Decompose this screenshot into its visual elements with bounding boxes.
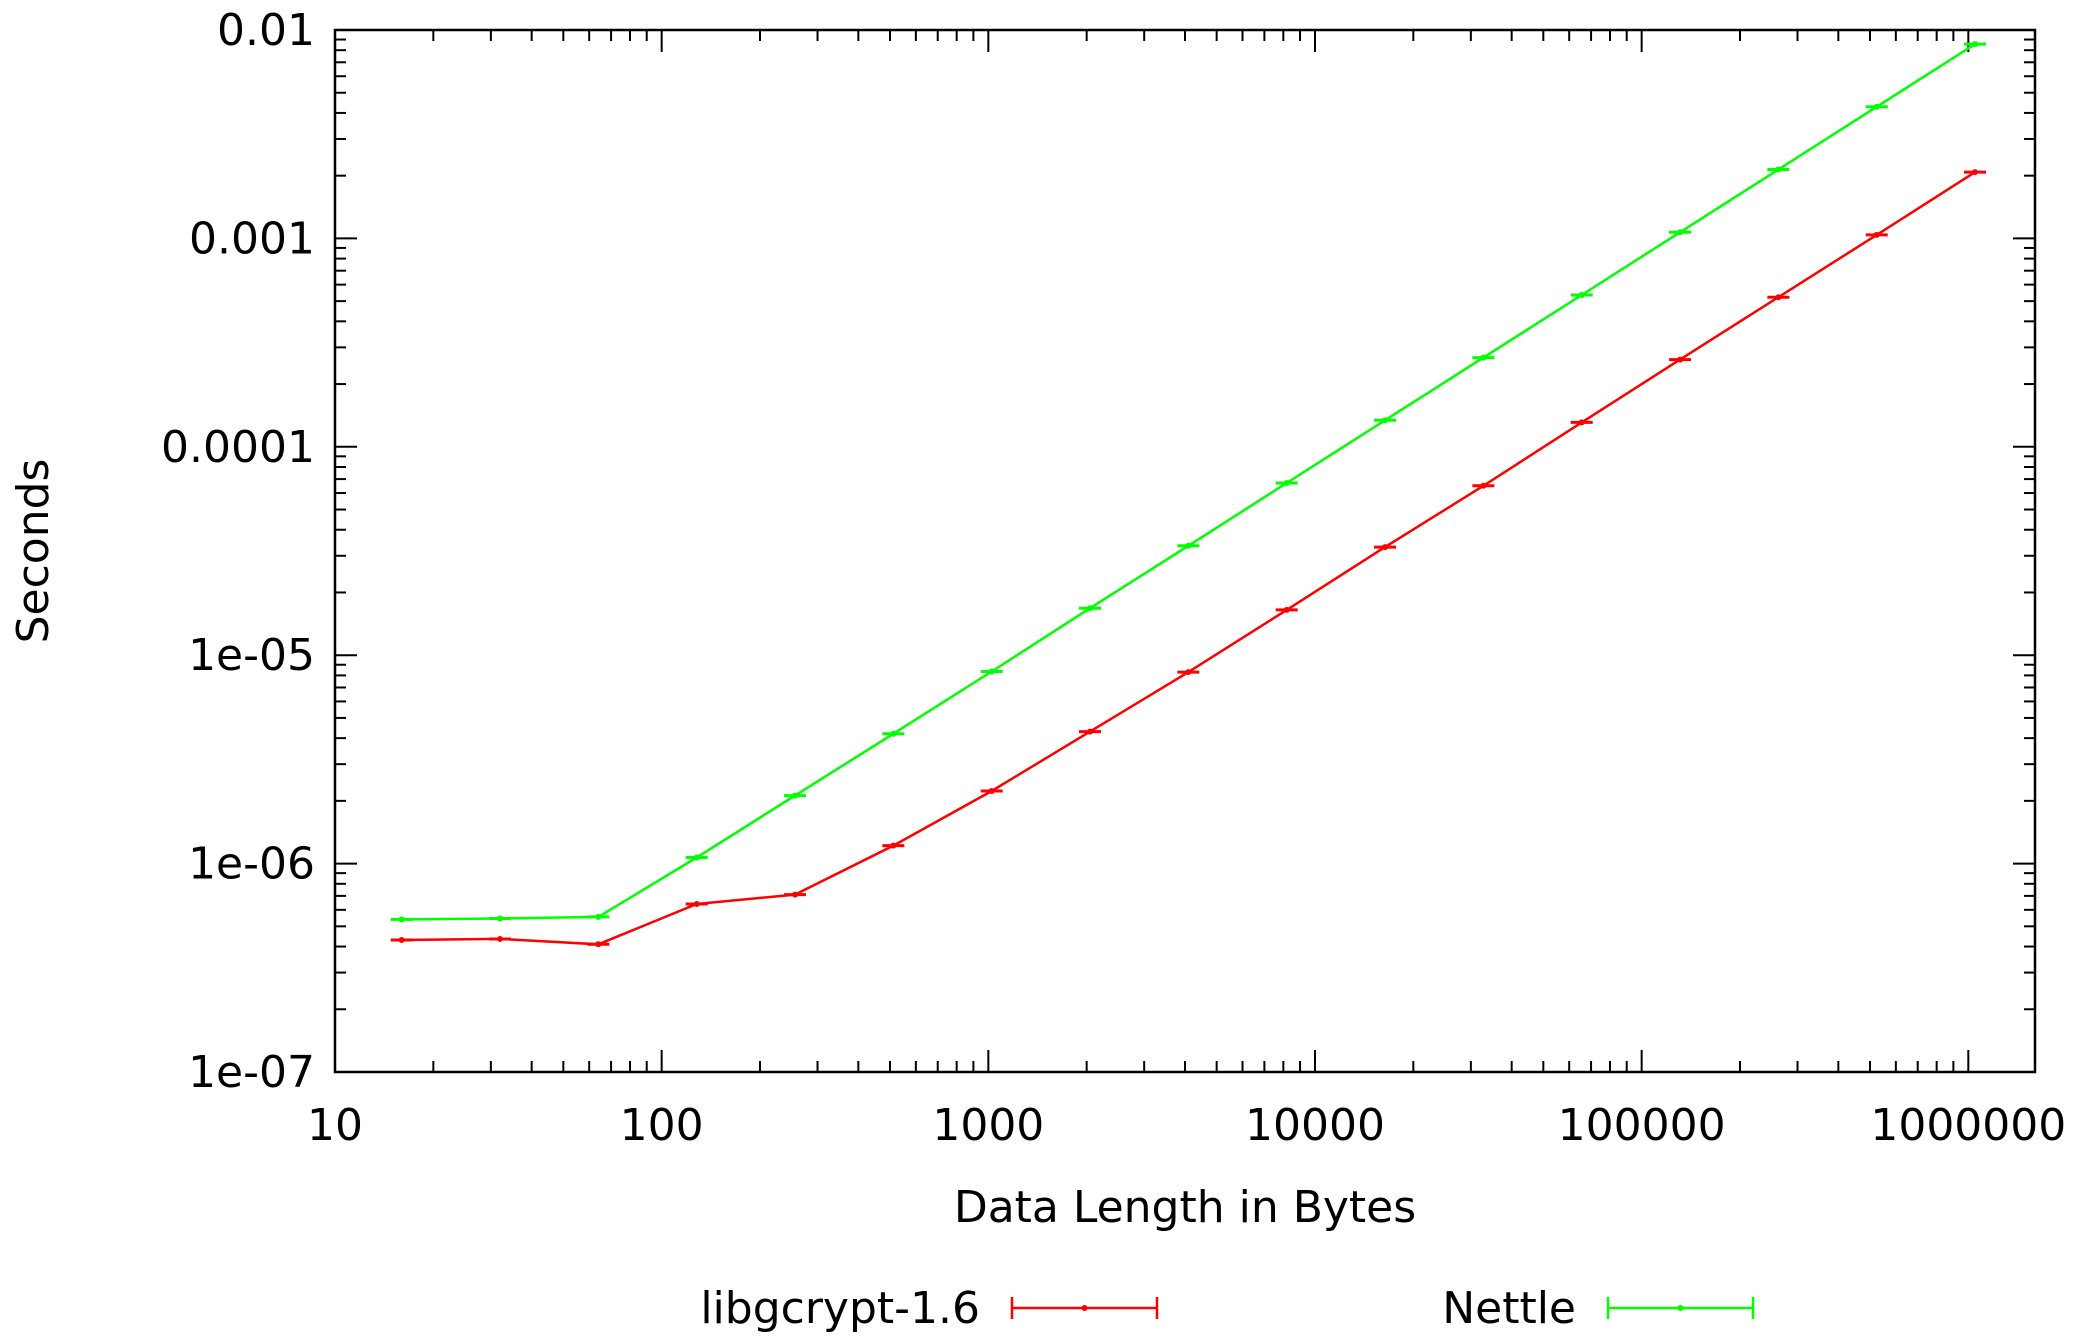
y-tick-label: 1e-05 bbox=[188, 630, 315, 681]
data-point-libgcrypt-1-6 bbox=[693, 900, 700, 907]
legend-label-libgcrypt-1-6: libgcrypt-1.6 bbox=[700, 1283, 980, 1334]
legend-point-nettle bbox=[1677, 1305, 1684, 1311]
data-point-libgcrypt-1-6 bbox=[1283, 606, 1290, 613]
data-point-nettle bbox=[693, 854, 700, 861]
data-point-nettle bbox=[1087, 605, 1094, 612]
data-point-nettle bbox=[1283, 480, 1290, 487]
y-tick-label: 0.001 bbox=[189, 213, 315, 264]
x-tick-label: 1000 bbox=[932, 1100, 1044, 1151]
x-tick-label: 10000 bbox=[1245, 1100, 1385, 1151]
data-point-libgcrypt-1-6 bbox=[1578, 419, 1585, 426]
data-point-nettle bbox=[1480, 354, 1487, 361]
data-point-libgcrypt-1-6 bbox=[1382, 544, 1389, 551]
data-point-nettle bbox=[1677, 229, 1684, 236]
data-point-nettle bbox=[595, 913, 602, 920]
data-point-nettle bbox=[988, 668, 995, 675]
legend-entry-nettle: Nettle bbox=[1442, 1283, 1755, 1334]
data-point-nettle bbox=[1972, 41, 1979, 48]
data-point-libgcrypt-1-6 bbox=[890, 842, 897, 849]
ticks-layer bbox=[334, 29, 2035, 1073]
data-point-libgcrypt-1-6 bbox=[398, 936, 405, 943]
data-point-libgcrypt-1-6 bbox=[497, 935, 504, 942]
data-point-libgcrypt-1-6 bbox=[792, 891, 799, 898]
y-tick-label: 0.0001 bbox=[161, 422, 315, 473]
legend: libgcrypt-1.6 Nettle bbox=[700, 1283, 1755, 1334]
legend-entry-libgcrypt-1-6: libgcrypt-1.6 bbox=[700, 1283, 1159, 1334]
x-tick-label: 100000 bbox=[1558, 1100, 1726, 1151]
data-point-nettle bbox=[1578, 292, 1585, 299]
data-point-nettle bbox=[792, 792, 799, 799]
data-point-libgcrypt-1-6 bbox=[1087, 728, 1094, 735]
x-axis-title: Data Length in Bytes bbox=[954, 1182, 1416, 1233]
y-axis-title: Seconds bbox=[8, 459, 59, 644]
data-point-nettle bbox=[497, 915, 504, 922]
data-point-libgcrypt-1-6 bbox=[1775, 294, 1782, 301]
series-layer bbox=[390, 41, 1987, 948]
data-point-nettle bbox=[1775, 166, 1782, 173]
y-tick-label: 0.01 bbox=[217, 5, 315, 56]
data-point-nettle bbox=[890, 730, 897, 737]
data-point-libgcrypt-1-6 bbox=[988, 788, 995, 795]
y-tick-label: 1e-06 bbox=[188, 839, 315, 890]
data-point-libgcrypt-1-6 bbox=[1873, 231, 1880, 238]
labels-layer: 10 100 1000 10000 100000 1000000 1e-07 1e-06 1e-… bbox=[161, 5, 2066, 1151]
y-tick-label: 1e-07 bbox=[188, 1047, 315, 1098]
x-tick-label: 10 bbox=[307, 1100, 363, 1151]
x-tick-label: 1000000 bbox=[1870, 1100, 2066, 1151]
data-point-libgcrypt-1-6 bbox=[1677, 356, 1684, 363]
data-point-libgcrypt-1-6 bbox=[1480, 482, 1487, 489]
data-point-libgcrypt-1-6 bbox=[595, 941, 602, 948]
x-tick-label: 100 bbox=[620, 1100, 704, 1151]
data-point-nettle bbox=[398, 916, 405, 923]
series-libgcrypt-1-6 bbox=[390, 169, 1987, 948]
data-point-nettle bbox=[1873, 103, 1880, 110]
legend-label-nettle: Nettle bbox=[1442, 1283, 1576, 1334]
data-point-libgcrypt-1-6 bbox=[1185, 669, 1192, 676]
data-point-libgcrypt-1-6 bbox=[1972, 169, 1979, 176]
data-point-nettle bbox=[1185, 542, 1192, 549]
plot-frame bbox=[333, 28, 2037, 1074]
legend-point-libgcrypt-1-6 bbox=[1081, 1305, 1088, 1311]
series-nettle bbox=[390, 41, 1987, 923]
data-point-nettle bbox=[1382, 417, 1389, 424]
